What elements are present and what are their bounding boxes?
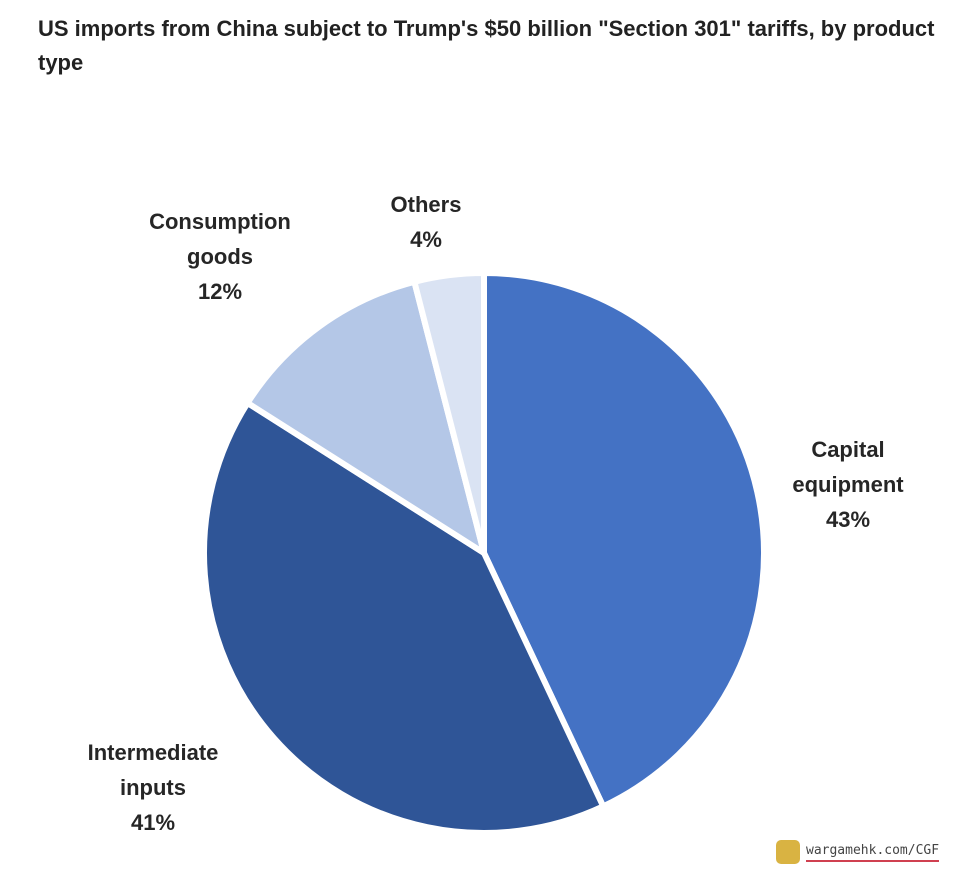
slice-label-line: Consumption	[149, 209, 291, 234]
pie-slice-others	[411, 270, 487, 556]
slice-value-label: 12%	[197, 279, 243, 304]
watermark-text: wargamehk.com/CGF	[806, 843, 940, 862]
slice-label-line: goods	[187, 244, 253, 269]
pie-slice-capital-equipment	[481, 270, 767, 810]
slice-value-label: 41%	[130, 810, 176, 835]
watermark-logo-icon	[776, 840, 800, 864]
label-others: Others 4%	[366, 187, 486, 257]
slice-label-line: equipment	[792, 472, 904, 497]
pie-slice-consumption-goods	[244, 278, 487, 556]
label-capital-equipment: Capital equipment 43%	[768, 432, 928, 537]
slice-value-label: 4%	[410, 227, 442, 252]
chart-title: US imports from China subject to Trump's…	[38, 16, 935, 75]
watermark: wargamehk.com/CGF	[776, 840, 940, 864]
slice-label-line: Capital	[811, 437, 885, 462]
label-intermediate-inputs: Intermediate inputs 41%	[73, 735, 233, 840]
slice-value-label: 43%	[825, 507, 871, 532]
slice-label-line: Others	[390, 192, 462, 217]
label-consumption-goods: Consumption goods 12%	[130, 204, 310, 309]
slice-label-line: Intermediate	[87, 740, 219, 765]
pie-slice-intermediate-inputs	[201, 399, 607, 836]
slice-label-line: inputs	[120, 775, 186, 800]
